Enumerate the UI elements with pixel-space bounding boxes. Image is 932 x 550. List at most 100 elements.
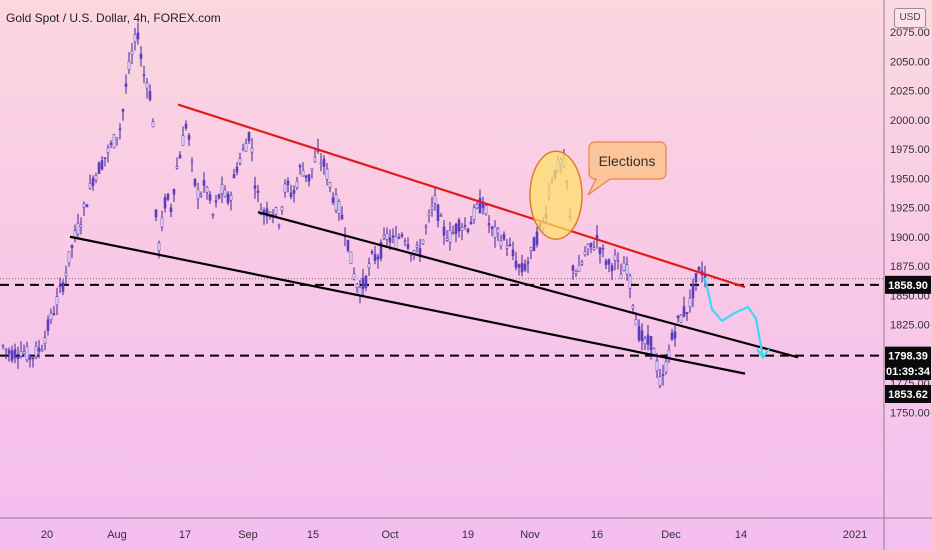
candle-body bbox=[304, 175, 308, 178]
candle-body bbox=[625, 264, 629, 275]
x-tick-label: 19 bbox=[462, 529, 474, 541]
candle-body bbox=[460, 227, 464, 231]
candle-body bbox=[106, 147, 110, 154]
candle-body bbox=[64, 272, 68, 277]
candle-body bbox=[244, 143, 248, 152]
candle-body bbox=[241, 148, 245, 151]
price-label: 1798.39 bbox=[888, 351, 928, 363]
candle-body bbox=[196, 188, 200, 200]
y-tick-label: 1750.00 bbox=[890, 407, 930, 419]
candle-body bbox=[220, 184, 224, 194]
y-tick-label: 1925.00 bbox=[890, 203, 930, 215]
candle-body bbox=[232, 174, 236, 179]
candle-body bbox=[1, 344, 5, 347]
candle-body bbox=[211, 214, 215, 216]
candle-body bbox=[37, 347, 41, 352]
candle-body bbox=[160, 216, 164, 228]
candle-body bbox=[202, 180, 206, 186]
candle-body bbox=[400, 234, 404, 237]
candle-body bbox=[490, 226, 494, 229]
candle-body bbox=[205, 186, 209, 193]
candle-body bbox=[265, 208, 269, 217]
candle-body bbox=[181, 135, 185, 146]
candle-body bbox=[163, 197, 167, 209]
candle-body bbox=[280, 206, 284, 211]
candle-body bbox=[442, 226, 446, 236]
projection-path bbox=[703, 277, 765, 358]
candle-body bbox=[478, 197, 482, 214]
candle-body bbox=[85, 204, 89, 208]
candle-body bbox=[31, 357, 35, 360]
candle-body bbox=[679, 314, 683, 323]
candle-body bbox=[487, 223, 491, 226]
candle-body bbox=[469, 221, 473, 225]
candle-body bbox=[436, 204, 440, 222]
price-label: 1853.62 bbox=[888, 389, 928, 401]
candle-body bbox=[184, 123, 188, 129]
candle-body bbox=[226, 193, 230, 204]
candle-body bbox=[676, 315, 680, 318]
candle-body bbox=[643, 338, 647, 345]
candle-body bbox=[385, 233, 389, 240]
candle-body bbox=[214, 200, 218, 203]
candle-body bbox=[628, 275, 632, 289]
candle-body bbox=[250, 147, 254, 153]
candle-body bbox=[601, 247, 605, 250]
currency-button[interactable]: USD bbox=[894, 8, 926, 28]
candle-body bbox=[10, 350, 14, 361]
candle-body bbox=[532, 237, 536, 252]
candle-body bbox=[586, 243, 590, 250]
candle-body bbox=[34, 345, 38, 358]
candle-body bbox=[535, 231, 539, 245]
candle-body bbox=[355, 283, 359, 288]
candle-body bbox=[169, 207, 173, 212]
candle-body bbox=[238, 158, 242, 164]
black-channel-upper-line bbox=[257, 211, 799, 359]
candle-body bbox=[502, 234, 506, 240]
candle-body bbox=[334, 194, 338, 211]
candle-body bbox=[199, 194, 203, 197]
candle-body bbox=[235, 166, 239, 173]
candle-body bbox=[496, 228, 500, 234]
candle-body bbox=[331, 197, 335, 203]
candle-body bbox=[88, 183, 92, 189]
candle-body bbox=[319, 162, 323, 165]
candle-body bbox=[658, 376, 662, 386]
candle-body bbox=[133, 34, 137, 43]
candle-body bbox=[4, 348, 8, 351]
candle-body bbox=[463, 225, 467, 227]
candle-body bbox=[361, 277, 365, 290]
candle-body bbox=[403, 240, 407, 243]
candle-body bbox=[580, 262, 584, 265]
y-tick-label: 1875.00 bbox=[890, 261, 930, 273]
candle-body bbox=[46, 319, 50, 331]
candle-body bbox=[592, 247, 596, 251]
x-tick-label: Oct bbox=[381, 529, 398, 541]
candle-body bbox=[121, 109, 125, 112]
candle-body bbox=[25, 346, 29, 361]
candle-body bbox=[346, 239, 350, 251]
candle-body bbox=[166, 193, 170, 200]
y-tick-label: 2000.00 bbox=[890, 115, 930, 127]
candle-body bbox=[52, 313, 56, 316]
candle-body bbox=[472, 207, 476, 220]
candle-body bbox=[508, 244, 512, 247]
candle-body bbox=[337, 201, 341, 214]
price-label: 1858.90 bbox=[888, 280, 928, 292]
candle-body bbox=[682, 306, 686, 317]
candle-body bbox=[127, 61, 131, 71]
candle-body bbox=[499, 240, 503, 247]
candle-body bbox=[457, 219, 461, 232]
candle-body bbox=[670, 332, 674, 340]
x-tick-label: 20 bbox=[41, 529, 53, 541]
candle-body bbox=[118, 128, 122, 131]
candle-body bbox=[109, 142, 113, 145]
y-tick-label: 2050.00 bbox=[890, 56, 930, 68]
candle-body bbox=[394, 236, 398, 249]
candle-body bbox=[49, 312, 53, 320]
candle-body bbox=[529, 246, 533, 251]
candle-body bbox=[67, 251, 71, 264]
price-label-bg bbox=[885, 275, 931, 294]
candle-body bbox=[514, 260, 518, 268]
